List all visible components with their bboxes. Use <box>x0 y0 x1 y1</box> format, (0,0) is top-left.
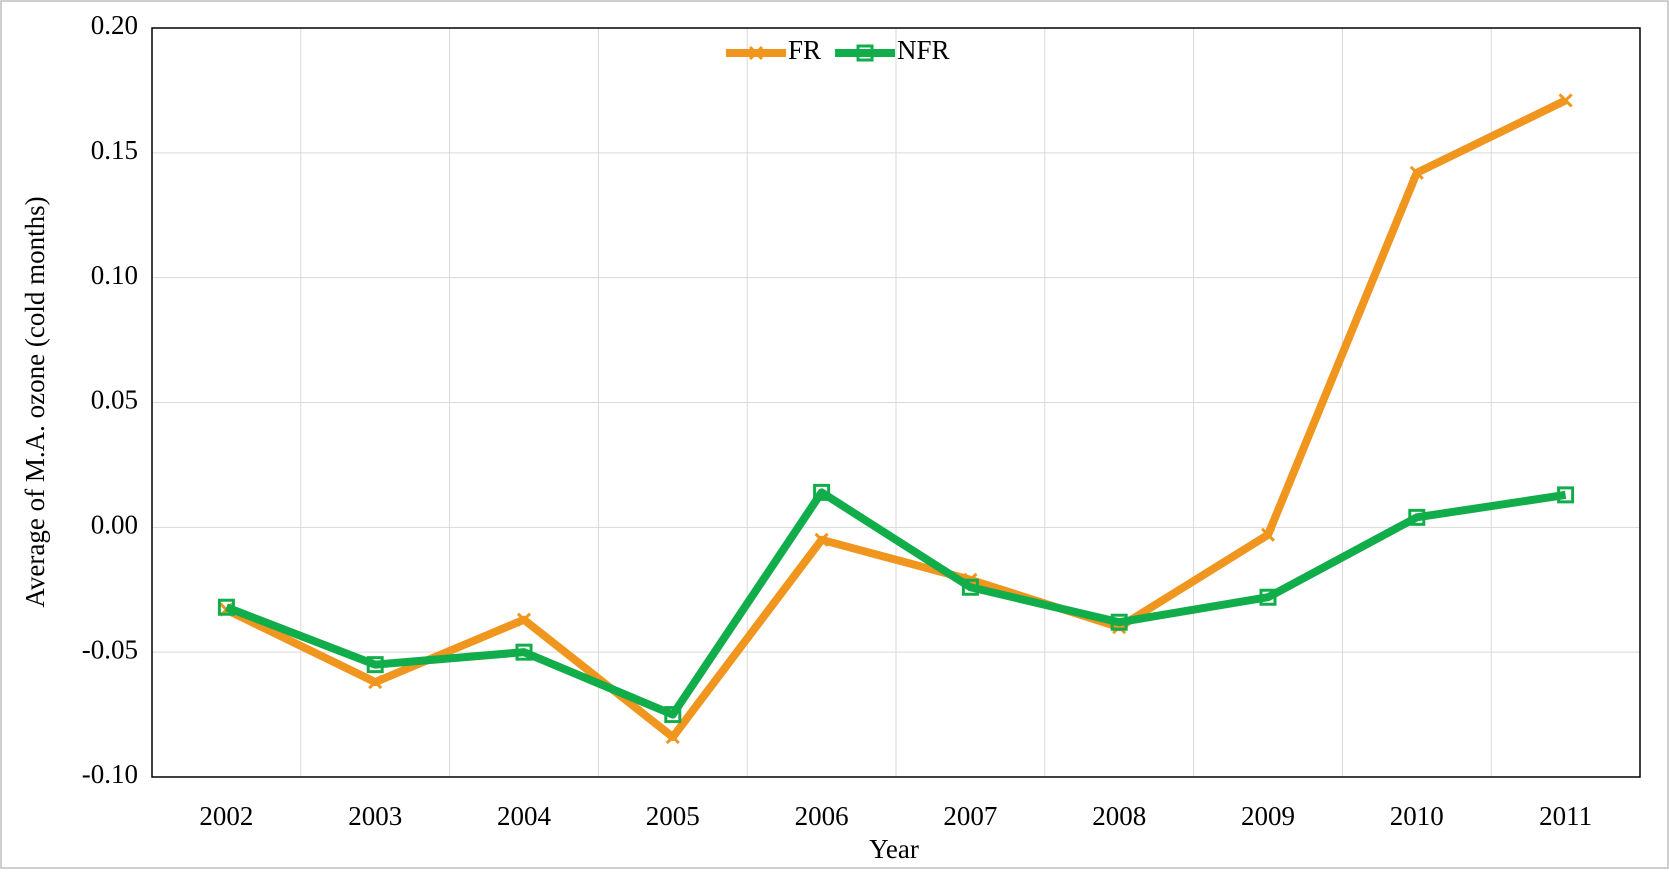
series-line <box>224 488 1567 719</box>
marker <box>665 729 680 745</box>
marker <box>366 656 384 674</box>
legend-label: NFR <box>897 35 950 65</box>
marker <box>1259 588 1277 606</box>
x-tick-label: 2010 <box>1390 801 1444 831</box>
x-tick-label: 2005 <box>646 801 700 831</box>
y-tick-label: 0.00 <box>91 510 138 540</box>
y-tick-label: 0.10 <box>91 260 138 290</box>
x-tick-label: 2004 <box>497 801 552 831</box>
x-tick-label: 2003 <box>348 801 402 831</box>
x-tick-label: 2007 <box>943 801 997 831</box>
marker <box>217 598 235 616</box>
marker <box>1557 486 1575 504</box>
marker <box>1408 508 1426 526</box>
x-axis-label: Year <box>869 834 919 864</box>
legend-marker <box>748 45 764 61</box>
x-tick-label: 2009 <box>1241 801 1295 831</box>
y-axis-label: Average of M.A. ozone (cold months) <box>20 196 50 607</box>
x-tick-label: 2008 <box>1092 801 1146 831</box>
marker <box>664 706 682 724</box>
x-tick-label: 2002 <box>199 801 253 831</box>
x-tick-label: 2011 <box>1539 801 1592 831</box>
series-line <box>224 96 1568 742</box>
marker <box>1409 165 1424 180</box>
marker <box>368 675 383 690</box>
marker <box>814 532 829 547</box>
marker <box>516 612 532 627</box>
marker <box>1260 527 1276 542</box>
y-tick-label: 0.15 <box>91 135 138 165</box>
x-tick-label: 2006 <box>795 801 849 831</box>
marker <box>515 643 533 661</box>
plot-frame <box>151 27 1641 778</box>
y-tick-label: -0.10 <box>82 759 138 789</box>
legend-label: FR <box>788 35 821 65</box>
y-tick-label: -0.05 <box>82 634 138 664</box>
legend-marker <box>856 44 874 62</box>
marker <box>1558 93 1573 108</box>
marker <box>1110 613 1128 631</box>
y-tick-label: 0.20 <box>91 10 138 40</box>
y-tick-label: 0.05 <box>91 385 138 415</box>
marker <box>813 483 831 501</box>
marker <box>961 578 979 596</box>
series <box>217 483 1575 724</box>
